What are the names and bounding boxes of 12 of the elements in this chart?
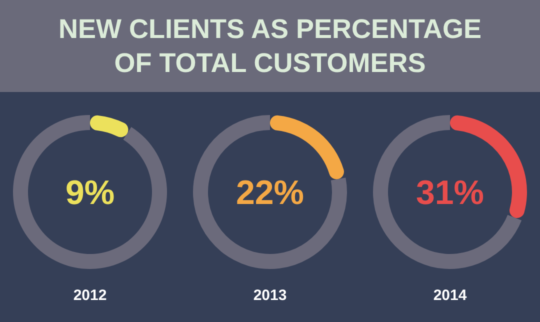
text: 9% <box>65 174 115 212</box>
text: 22% <box>236 174 304 212</box>
text: 2014 <box>433 287 468 304</box>
text: 31% <box>416 174 484 212</box>
donut-slice <box>373 115 522 269</box>
donut-slice <box>193 115 347 269</box>
text: 2012 <box>73 287 107 304</box>
text: 2013 <box>253 287 287 304</box>
text: NEW CLIENTS AS PERCENTAGE OF TOTAL CUSTOMERS <box>58 14 482 78</box>
donut-slice <box>270 115 344 180</box>
donut-slice <box>90 115 128 138</box>
donut-slice <box>13 115 167 269</box>
